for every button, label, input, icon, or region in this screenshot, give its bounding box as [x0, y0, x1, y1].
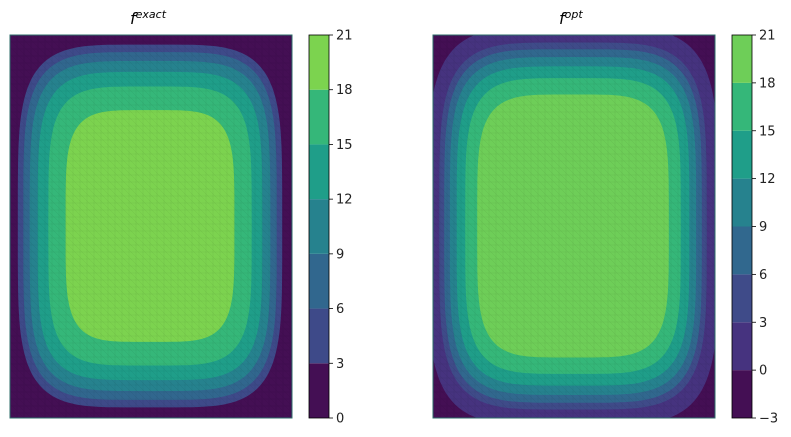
colorbar-tick-label-1-4: 9	[759, 220, 767, 235]
colorbar-tick-label-1-0: −3	[759, 412, 778, 427]
colorbar-tick-label-1-7: 18	[759, 76, 776, 91]
contour-core-1	[487, 105, 665, 347]
contour-plot-opt	[433, 35, 715, 418]
colorbar-tick-label-0-1: 3	[336, 357, 344, 372]
contour-core-0	[75, 119, 231, 333]
colorbar-segment-1-4	[732, 178, 752, 227]
contour-plot-exact	[10, 35, 292, 418]
colorbar-tick-label-1-1: 0	[759, 364, 767, 379]
colorbar-segment-1-1	[732, 322, 752, 371]
colorbar-tick-label-0-4: 12	[336, 193, 353, 208]
chart-title-opt: fopt	[559, 8, 583, 28]
colorbar-tick-label-1-2: 3	[759, 316, 767, 331]
mesh-overlay-1	[433, 35, 715, 418]
colorbar-segment-0-1	[309, 308, 329, 364]
colorbar-segment-0-6	[309, 35, 329, 90]
chart-title-exact: fexact	[130, 8, 167, 28]
colorbar-tick-label-1-3: 6	[759, 268, 767, 283]
colorbar-segment-0-5	[309, 89, 329, 145]
colorbar-frame-0	[308, 34, 330, 419]
colorbar-tick-label-1-8: 21	[759, 29, 776, 44]
colorbar-tick-label-0-2: 6	[336, 302, 344, 317]
colorbar-segment-1-7	[732, 35, 752, 83]
plot-frame-opt	[432, 34, 716, 419]
colorbar-tick-label-0-5: 15	[336, 138, 353, 153]
colorbar-segment-0-4	[309, 144, 329, 200]
colorbar-segment-1-3	[732, 226, 752, 275]
title-base-exact: f	[130, 9, 138, 28]
colorbar-tick-label-0-3: 9	[336, 247, 344, 262]
chart-exact: fexact 0 3 6 9 12 15 18 21	[9, 8, 353, 427]
colorbar-segment-0-0	[309, 363, 329, 418]
colorbar-segment-1-0	[732, 370, 752, 419]
title-base-opt: f	[559, 9, 567, 28]
title-superscript-exact: exact	[136, 8, 167, 21]
colorbar-tick-label-1-5: 12	[759, 172, 776, 187]
title-superscript-opt: opt	[565, 8, 584, 21]
colorbar-segment-0-2	[309, 253, 329, 309]
mesh-overlay-0	[10, 35, 292, 418]
chart-opt: fopt −3 0 3 6 9 12 15 18 21	[432, 8, 778, 427]
colorbar-segment-0-3	[309, 199, 329, 254]
colorbar-opt: −3 0 3 6 9 12 15 18 21	[731, 29, 778, 427]
colorbar-exact: 0 3 6 9 12 15 18 21	[308, 29, 353, 427]
colorbar-segment-1-6	[732, 82, 752, 131]
colorbar-tick-label-1-6: 15	[759, 124, 776, 139]
colorbar-tick-label-0-6: 18	[336, 83, 353, 98]
plot-frame-exact	[9, 34, 293, 419]
colorbar-segment-1-5	[732, 130, 752, 179]
colorbar-tick-label-0-7: 21	[336, 29, 353, 44]
colorbar-tick-label-0-0: 0	[336, 412, 344, 427]
colorbar-segment-1-2	[732, 274, 752, 323]
